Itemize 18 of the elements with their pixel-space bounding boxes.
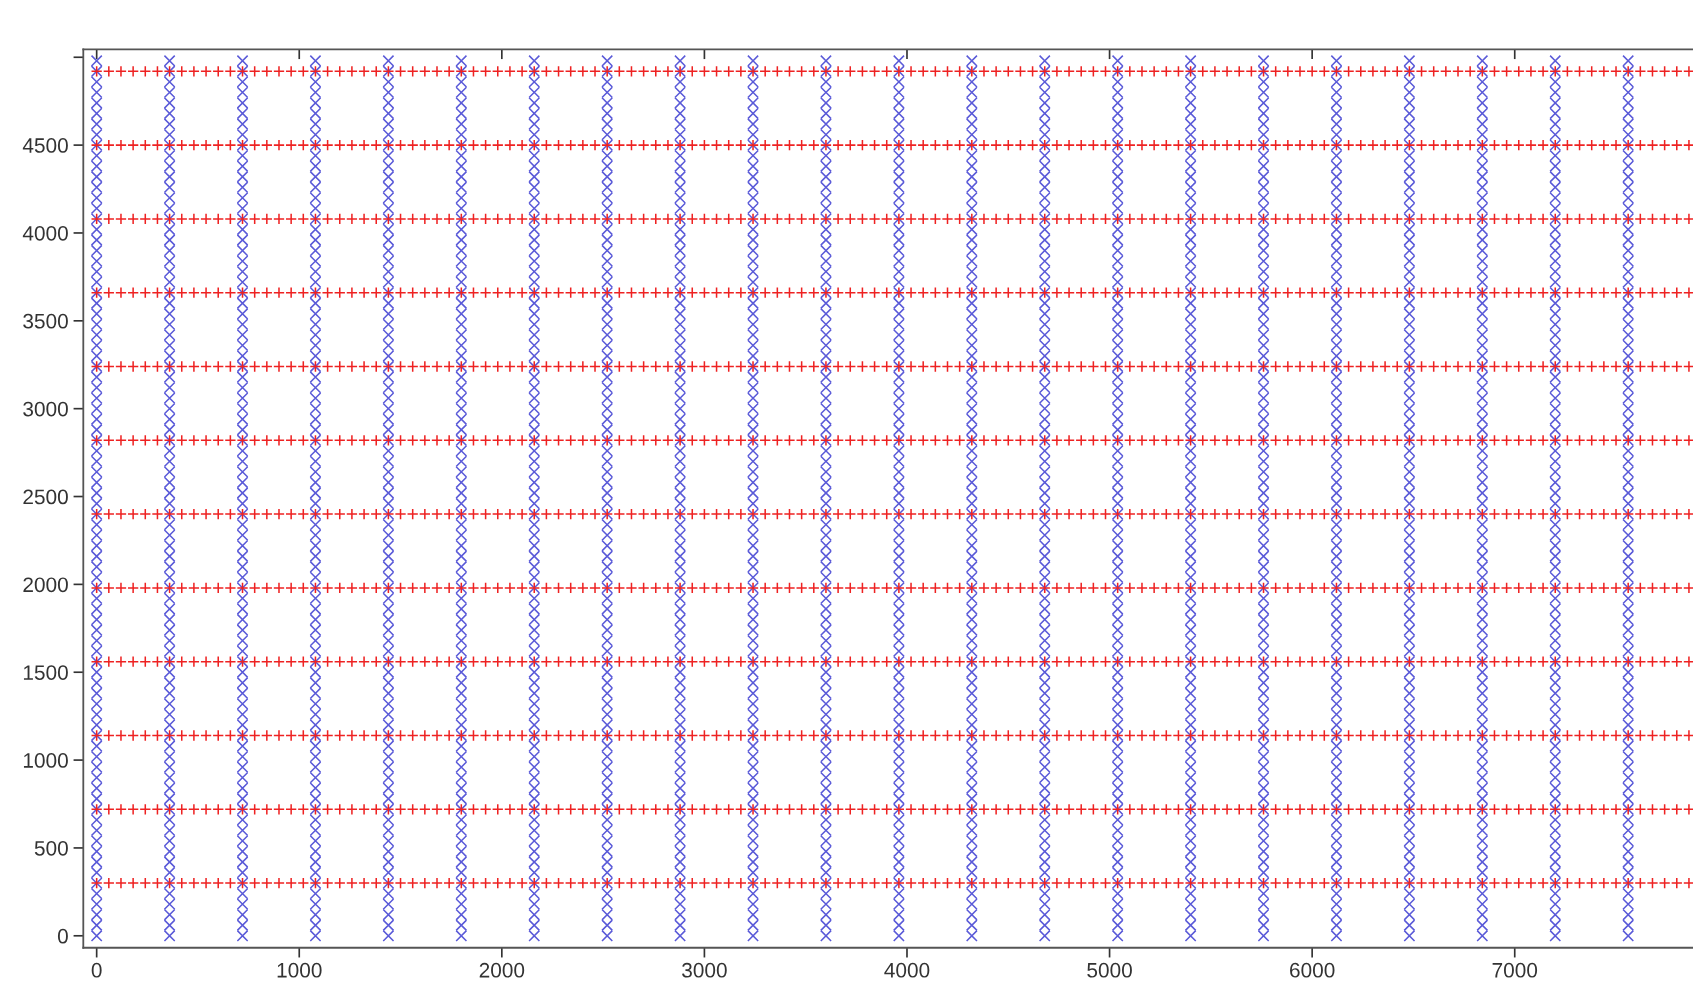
x-tick-label: 7000 [1492,962,1538,978]
y-tick-label: 2500 [23,489,68,505]
x-tick-label: 2000 [479,962,525,978]
x-tick-label: 4000 [884,962,930,978]
y-tick-label: 1500 [23,665,68,680]
x-tick-label: 6000 [1290,962,1335,978]
x-tick-label: 5000 [1087,962,1132,978]
x-tick-label: 3000 [682,962,727,978]
x-tick-label: 0 [91,962,102,978]
y-tick-label: 1000 [23,753,68,768]
x-tick-label: 1000 [277,962,322,978]
y-tick-label: 3500 [23,313,68,329]
y-tick-label: 500 [34,840,68,856]
y-tick-label: 0 [57,928,68,944]
y-tick-label: 4500 [22,138,68,153]
y-tick-label: 2000 [23,577,68,593]
y-tick-label: 4000 [22,225,68,241]
y-tick-label: 3000 [23,401,68,417]
